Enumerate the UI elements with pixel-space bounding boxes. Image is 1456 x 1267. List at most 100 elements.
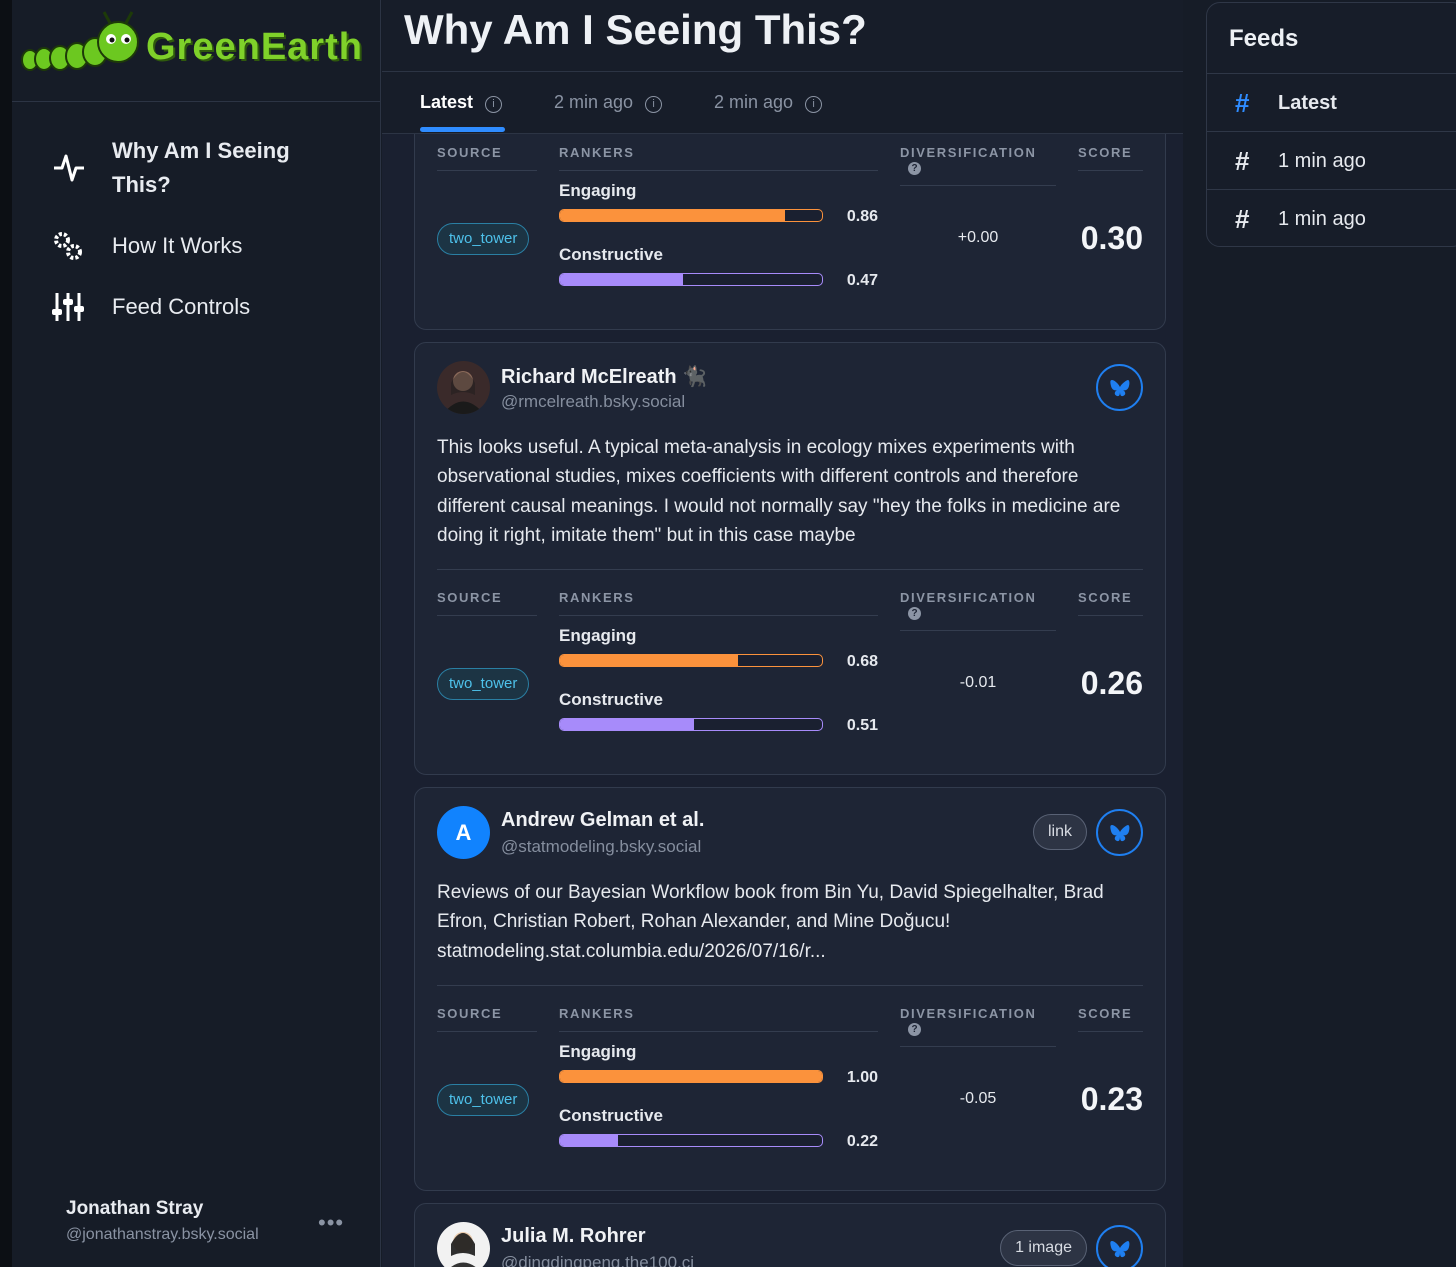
column-header: DIVERSIFICATION? (900, 590, 1056, 632)
badge[interactable]: 1 image (1000, 1230, 1087, 1267)
ranker-value: 0.68 (846, 653, 878, 671)
hash-icon: # (1235, 146, 1250, 176)
user-handle: @jonathanstray.bsky.social (66, 1226, 259, 1243)
column-header-label: RANKERS (559, 590, 635, 606)
post-list: SOURCE RANKERS DIVERSIFICATION? SCORE two_to… (414, 112, 1166, 1267)
feeds-title: Feeds (1229, 25, 1299, 52)
ranker-bar-fill (560, 719, 694, 731)
feed-item[interactable]: #1 min ago (1207, 189, 1456, 247)
ranker-value: 0.86 (846, 208, 878, 225)
ranker-bar (559, 718, 823, 732)
ranker-name: Constructive (559, 1106, 663, 1126)
score-value: 0.30 (1080, 220, 1143, 256)
feed-item[interactable]: # Latest (1207, 73, 1456, 131)
tab-indicator (420, 127, 505, 132)
divider (382, 71, 1183, 72)
avatar-photo (451, 1232, 476, 1267)
column-header-label: DIVERSIFICATION (900, 145, 1037, 160)
ranker-name: Engaging (559, 181, 637, 200)
post-card: SOURCE RANKERS DIVERSIFICATION? SCORE two_to… (414, 112, 1166, 330)
ranker-name: Engaging (559, 1042, 637, 1062)
score-table: SOURCE RANKERS DIVERSIFICATION? SCORE two_to… (437, 570, 1143, 774)
column-header-label: SOURCE (437, 590, 503, 606)
ranker-value: 0.22 (846, 1133, 878, 1151)
source-tag: two_tower (437, 223, 530, 255)
avatar (437, 1222, 490, 1267)
column-header: SOURCE (437, 1006, 537, 1033)
column-header: SCORE (1078, 590, 1143, 617)
diversification-value: -0.01 (959, 674, 997, 692)
ranker-value: 1.00 (846, 1069, 878, 1087)
feed-label: Latest (1278, 92, 1337, 114)
nav-item[interactable]: Feed Controls (112, 294, 251, 319)
column-header: SOURCE (437, 590, 537, 617)
tab[interactable]: 2 min ago i (714, 92, 823, 113)
ranker-bar-fill (560, 655, 739, 667)
feeds-panel: Feeds # Latest #1 min ago #1 min ago (1206, 2, 1456, 247)
main: Why Am I Seeing This? Latest i 2 min ago i… (382, 0, 1183, 1267)
help-icon: ? (908, 1023, 921, 1037)
author-handle: @rmcelreath.bsky.social (501, 392, 686, 411)
ranker-name: Constructive (559, 245, 663, 264)
column-header-label: RANKERS (559, 145, 635, 160)
ranker-bar (559, 209, 823, 222)
ranker-bar-fill (560, 210, 786, 221)
ranker-name: Constructive (559, 690, 663, 710)
post-card: A Andrew Gelman et al. @statmodeling.bsky.… (414, 787, 1166, 1192)
activity-icon (54, 154, 84, 182)
hash-icon: # (1235, 88, 1250, 118)
info-icon: i (805, 96, 823, 113)
column-header-label: DIVERSIFICATION (900, 590, 1037, 606)
column-header: SCORE (1078, 1006, 1143, 1033)
author-name: Richard McElreath 🐈‍⬛ (501, 366, 708, 388)
score-table: SOURCE RANKERS DIVERSIFICATION? SCORE two_to… (437, 986, 1143, 1190)
tab-label: 2 min ago (554, 92, 634, 112)
help-icon: ? (908, 162, 921, 175)
bluesky-button[interactable] (1096, 809, 1143, 857)
source-tag: two_tower (437, 668, 530, 701)
feed-label: 1 min ago (1278, 150, 1366, 172)
avatar-photo (443, 371, 484, 414)
nav-item[interactable]: Why Am I Seeing This? (112, 138, 290, 197)
bluesky-icon (1110, 825, 1130, 842)
badge[interactable]: link (1032, 814, 1087, 851)
bluesky-icon (1110, 1241, 1130, 1258)
info-icon: i (645, 96, 663, 113)
bluesky-icon (1110, 380, 1130, 397)
avatar: A (437, 806, 490, 860)
tab-label: 2 min ago (714, 92, 794, 112)
ranker-name: Engaging (559, 626, 637, 646)
ranker-bar-fill (560, 1135, 618, 1147)
author-handle: @dingdingpeng.the100.ci (501, 1253, 695, 1267)
ranker-bar-fill (560, 274, 684, 285)
tab[interactable]: 2 min ago i (554, 92, 663, 113)
author-row: Julia M. Rohrer @dingdingpeng.the100.ci 1 … (437, 1222, 1143, 1267)
ranker-bar (559, 1070, 823, 1084)
hash-icon: # (1235, 204, 1250, 234)
column-header-label: SCORE (1078, 1006, 1133, 1022)
avatar (437, 361, 490, 414)
user-menu[interactable]: ••• (318, 1210, 345, 1235)
column-header: DIVERSIFICATION? (900, 1006, 1056, 1048)
feed-item[interactable]: #1 min ago (1207, 131, 1456, 189)
diversification-value: -0.05 (959, 1090, 997, 1108)
tab[interactable]: Latest i (420, 92, 503, 113)
column-header-label: SOURCE (437, 1006, 503, 1022)
ranker-bar (559, 273, 823, 286)
column-header: RANKERS (559, 1006, 878, 1033)
ranker-bar-fill (560, 1071, 822, 1083)
bluesky-button[interactable] (1096, 364, 1143, 411)
author-row: A Andrew Gelman et al. @statmodeling.bsky.… (437, 806, 1143, 864)
column-header-label: SCORE (1078, 145, 1133, 160)
header: Why Am I Seeing This? Latest i 2 min ago i… (382, 0, 1183, 134)
logo[interactable]: GreenEarth (12, 0, 380, 102)
nav-item[interactable]: How It Works (112, 233, 243, 258)
bluesky-button[interactable] (1096, 1225, 1143, 1267)
score-value: 0.26 (1080, 665, 1143, 702)
author-handle: @statmodeling.bsky.social (501, 837, 702, 857)
tab-label: Latest (420, 92, 474, 112)
column-header: SCORE (1078, 145, 1143, 171)
ranker-bar (559, 654, 823, 668)
logo-caterpillar (21, 11, 139, 71)
